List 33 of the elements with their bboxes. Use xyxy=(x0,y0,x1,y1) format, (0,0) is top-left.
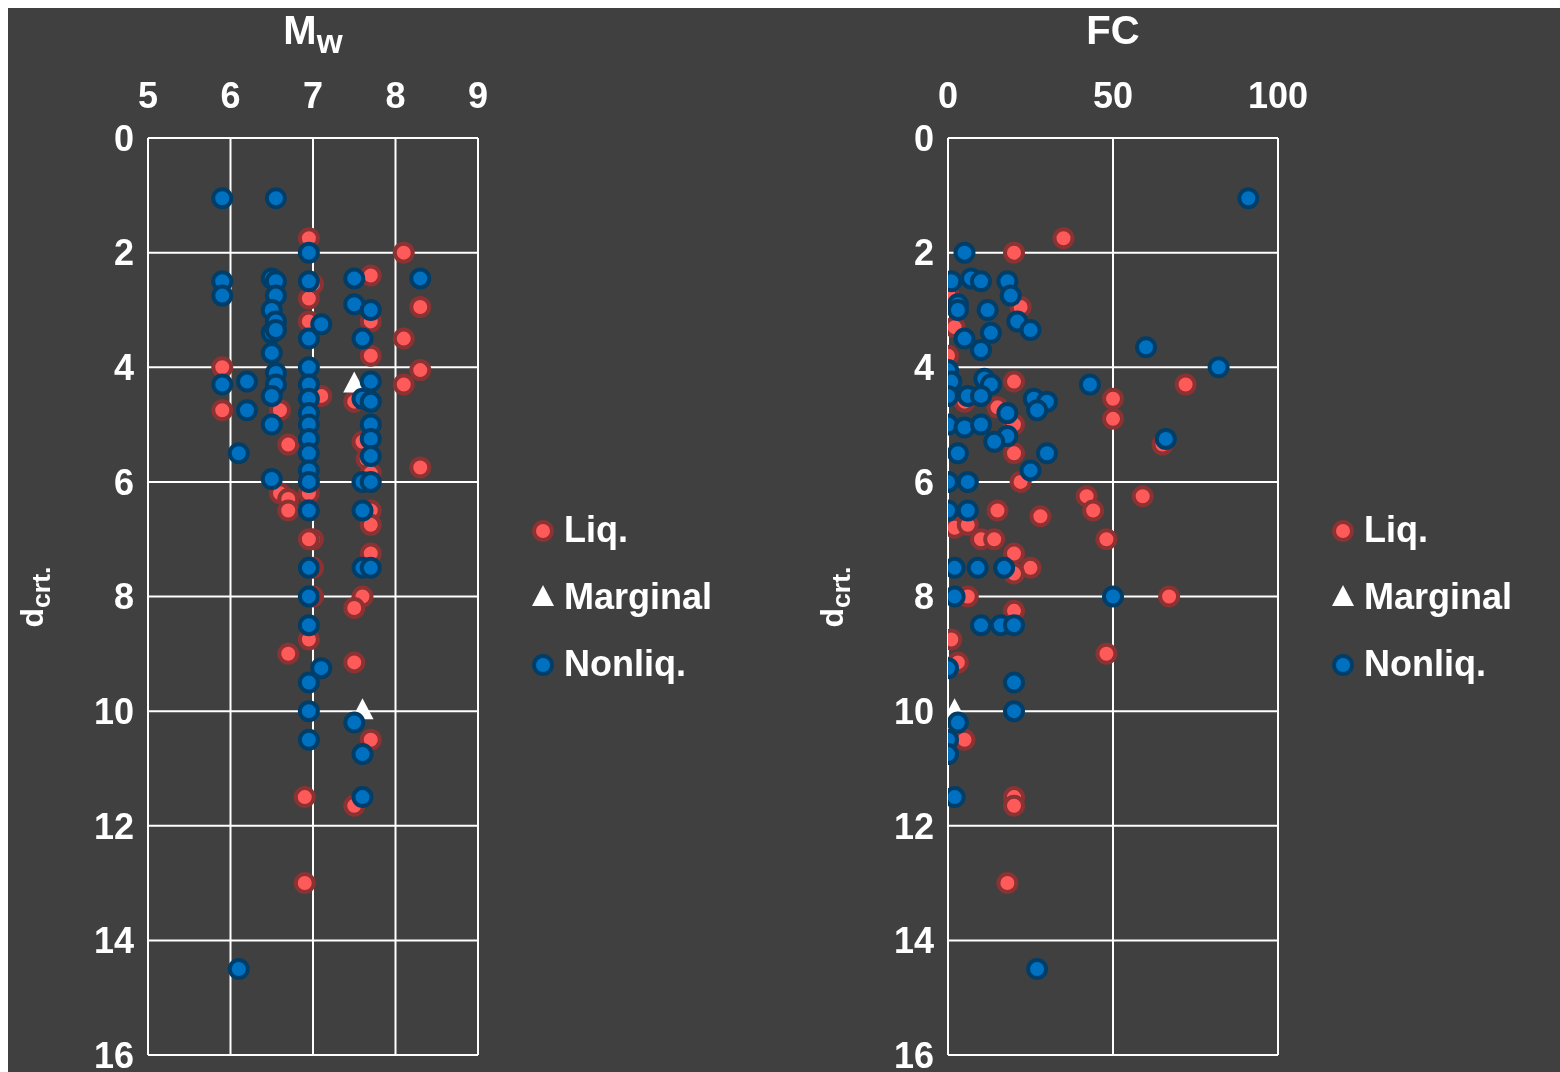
x-tick-label: 8 xyxy=(385,75,406,116)
y-tick-label: 8 xyxy=(913,576,934,618)
y-tick-label: 2 xyxy=(113,232,134,274)
y-tick-label: 4 xyxy=(113,347,134,389)
y-tick-label: 8 xyxy=(113,576,134,618)
y-tick-label: 4 xyxy=(913,347,934,389)
y-tick-label: 16 xyxy=(93,1034,134,1072)
x-tick-label: 6 xyxy=(220,75,241,116)
legend-label: Liq. xyxy=(1364,509,1428,551)
legend-label: Nonliq. xyxy=(1364,643,1486,685)
x-tick-label: 50 xyxy=(1092,75,1134,116)
y-tick-label: 0 xyxy=(113,117,134,159)
x-tick-label: 100 xyxy=(1247,75,1309,116)
y-tick-label: 2 xyxy=(913,232,934,274)
y-tick-label: 6 xyxy=(913,461,934,503)
chart-title: M$_{w}$ xyxy=(282,8,344,61)
chart-title: FC xyxy=(1085,8,1141,53)
legend-label: Nonliq. xyxy=(564,643,686,685)
y-tick-label: 10 xyxy=(93,690,134,732)
y-tick-label: 12 xyxy=(893,805,934,847)
y-tick-label: 0 xyxy=(913,117,934,159)
legend-label: Liq. xyxy=(564,509,628,551)
legend-label: Marginal xyxy=(564,576,713,618)
x-tick-label: 7 xyxy=(302,75,324,116)
y-tick-label: 10 xyxy=(893,690,934,732)
x-tick-label: 5 xyxy=(137,75,159,116)
y-tick-label: 6 xyxy=(113,461,134,503)
legend-label: Marginal xyxy=(1364,576,1513,618)
y-tick-label: 14 xyxy=(93,920,134,962)
y-tick-label: 14 xyxy=(893,920,934,962)
y-tick-label: 16 xyxy=(893,1034,934,1072)
y-tick-label: 12 xyxy=(93,805,134,847)
x-tick-label: 9 xyxy=(467,75,489,116)
